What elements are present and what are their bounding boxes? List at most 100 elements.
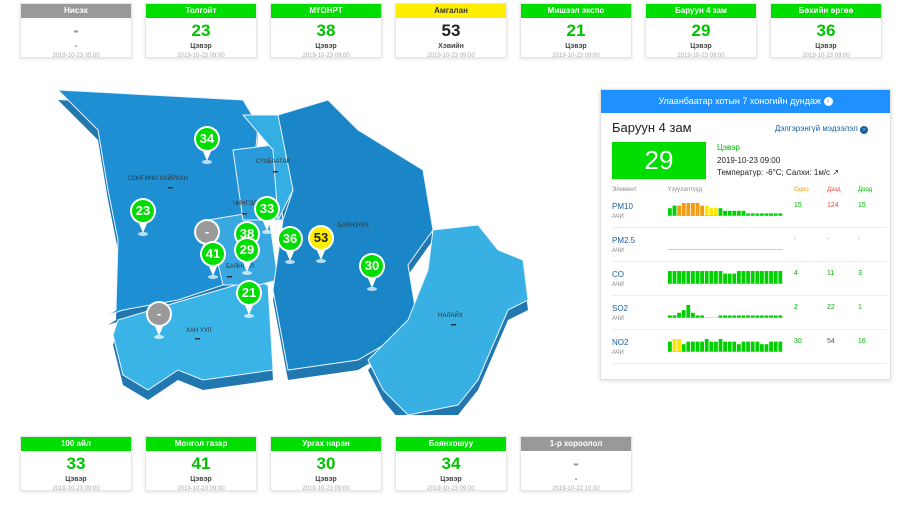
history-bar <box>750 271 755 284</box>
weather-info: Температур: -6°C; Салхи: 1м/с ↗ <box>717 168 839 177</box>
station-card[interactable]: 1-р хороолол - - 2019-10-22 10:30 <box>520 436 632 492</box>
pollutant-min: 3 <box>858 270 862 277</box>
map-marker-icon <box>236 280 262 318</box>
history-bar <box>686 203 691 216</box>
station-card-name: Мишээл экспо <box>521 4 631 18</box>
station-map-pin[interactable]: 29 <box>233 236 261 275</box>
history-bar <box>695 341 700 352</box>
station-map-pin[interactable]: 36 <box>276 225 304 264</box>
history-bar <box>741 271 746 284</box>
pollutant-row: PM10 АЧИ 15 124 15 <box>612 196 887 228</box>
arrow-right-icon: › <box>860 126 868 134</box>
station-card[interactable]: Бөхийн өргөө 36 Цэвэр 2019-10-23 09:00 <box>770 3 882 59</box>
district-label: ЧИНГЭЛТЭЙ <box>233 201 270 207</box>
map-marker-icon <box>146 301 172 339</box>
history-bar <box>723 210 727 216</box>
station-map-pin[interactable]: 23 <box>129 197 157 236</box>
history-bar <box>672 339 677 352</box>
map-marker-icon <box>234 237 260 275</box>
district-label: БАЯНЗҮРХ <box>338 223 370 229</box>
district-sukhbaatar <box>241 114 294 222</box>
station-card-name: 100 айл <box>21 437 131 451</box>
pollutant-history-chart <box>668 271 783 284</box>
station-card[interactable]: Нисэх - - 2019-10-23 05:00 <box>20 3 132 59</box>
station-map-pin[interactable]: 53 <box>307 224 335 263</box>
pollutant-row: NO2 АЧИ 30 54 16 <box>612 332 887 364</box>
history-bar <box>686 271 691 284</box>
history-bar <box>769 315 773 318</box>
station-card-name: Баруун 4 зам <box>646 4 756 18</box>
history-bar <box>677 312 681 318</box>
history-bar <box>668 271 672 284</box>
station-card-name: Монгол газар <box>146 437 256 451</box>
district-label: СҮХБААТАР <box>256 159 291 165</box>
history-bar <box>746 271 750 284</box>
history-bar <box>686 341 691 352</box>
history-bar <box>704 339 709 352</box>
history-bar <box>732 315 737 318</box>
map-pin-value: 29 <box>239 242 255 257</box>
history-bar <box>764 315 769 318</box>
history-bar <box>714 271 718 284</box>
history-bar <box>732 341 737 352</box>
station-card-name: Ургах наран <box>271 437 381 451</box>
details-link-label: Дэлгэрэнгүй мэдээлэл <box>774 124 858 133</box>
history-bar <box>709 208 714 216</box>
station-card-time: 2019-10-22 10:30 <box>552 486 600 492</box>
station-map-pin[interactable]: 34 <box>193 125 221 164</box>
col-history: Үзүүлэлтүүд <box>668 187 703 193</box>
pollutant-max: 54 <box>827 338 835 345</box>
history-bar <box>668 208 672 216</box>
station-card-status: Цэвэр <box>190 43 212 50</box>
station-map-pin[interactable]: 30 <box>358 252 386 291</box>
map-pin-value: 38 <box>239 226 255 241</box>
weekly-average-link[interactable]: Улаанбаатар хотын 7 хоногийн дундаж › <box>601 90 890 113</box>
history-bar <box>750 341 755 352</box>
history-bar <box>727 273 732 284</box>
station-map-pin[interactable]: 33 <box>253 195 281 234</box>
district-nalaikh <box>367 224 529 416</box>
station-card[interactable]: 100 айл 33 Цэвэр 2019-10-23 09:00 <box>20 436 132 492</box>
pollutant-max: 11 <box>827 270 835 277</box>
history-bar <box>691 271 695 284</box>
station-card-value: 36 <box>816 21 836 40</box>
station-card-status: Цэвэр <box>690 43 712 50</box>
pollutant-name: CO <box>612 270 624 279</box>
history-bar <box>760 271 764 284</box>
details-link[interactable]: Дэлгэрэнгүй мэдээлэл › <box>775 124 868 134</box>
station-card[interactable]: Мишээл экспо 21 Цэвэр 2019-10-23 09:00 <box>520 3 632 59</box>
pollutant-history-chart <box>668 305 783 318</box>
station-card[interactable]: Толгойт 23 Цэвэр 2019-10-23 09:00 <box>145 3 257 59</box>
history-bar <box>755 271 760 284</box>
station-card[interactable]: Баруун 4 зам 29 Цэвэр 2019-10-23 09:00 <box>645 3 757 59</box>
history-bar <box>714 208 718 216</box>
history-bar <box>750 315 755 318</box>
history-bar <box>727 341 732 352</box>
station-card[interactable]: Баянхошуу 34 Цэвэр 2019-10-23 09:00 <box>395 436 507 492</box>
station-card-time: 2019-10-23 09:00 <box>302 486 350 492</box>
map-pin-value: 21 <box>241 285 257 300</box>
station-map-pin[interactable]: - <box>145 300 173 339</box>
map-marker-icon <box>200 241 226 279</box>
station-map-pin[interactable]: 21 <box>235 279 263 318</box>
station-card-value: 34 <box>441 454 461 473</box>
history-bar <box>718 271 723 284</box>
history-bar <box>668 341 672 352</box>
station-card[interactable]: Монгол газар 41 Цэвэр 2019-10-23 09:00 <box>145 436 257 492</box>
station-map-pin[interactable]: 41 <box>199 240 227 279</box>
history-bar <box>704 205 709 216</box>
col-now: Одоо <box>794 187 809 193</box>
pollutant-now: 4 <box>794 270 798 277</box>
map-marker-icon <box>277 226 303 264</box>
station-card[interactable]: Амгалан 53 Хэвийн 2019-10-23 09:00 <box>395 3 507 59</box>
station-card-time: 2019-10-23 09:00 <box>52 486 100 492</box>
station-card[interactable]: МҮОНРТ 38 Цэвэр 2019-10-23 09:00 <box>270 3 382 59</box>
district-khan-uul <box>112 279 274 391</box>
history-bar <box>755 315 760 318</box>
station-card-value: 21 <box>566 21 586 40</box>
station-card-status: - <box>74 43 78 50</box>
history-bar <box>737 271 741 284</box>
district-label: ХАН УУЛ <box>186 328 212 334</box>
pollutant-name: PM2.5 <box>612 236 636 245</box>
station-card[interactable]: Ургах наран 30 Цэвэр 2019-10-23 09:00 <box>270 436 382 492</box>
